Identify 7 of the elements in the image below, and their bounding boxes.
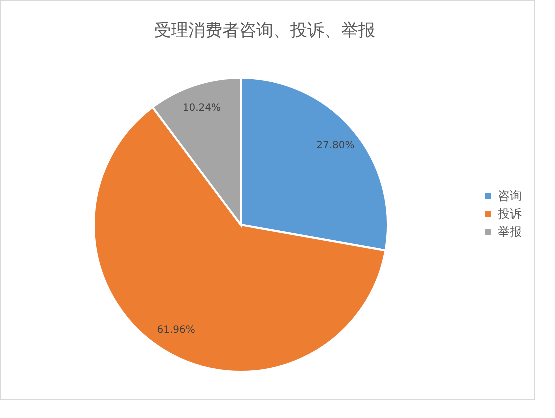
legend-label: 投诉 (497, 207, 522, 221)
legend-label: 举报 (498, 225, 522, 239)
data-label: 61.96% (157, 325, 196, 336)
data-label: 27.80% (316, 140, 355, 152)
legend-label: 咨询 (498, 189, 522, 203)
chart-title: 受理消费者咨询、投诉、举报 (154, 21, 376, 41)
data-label: 10.24% (182, 102, 222, 114)
